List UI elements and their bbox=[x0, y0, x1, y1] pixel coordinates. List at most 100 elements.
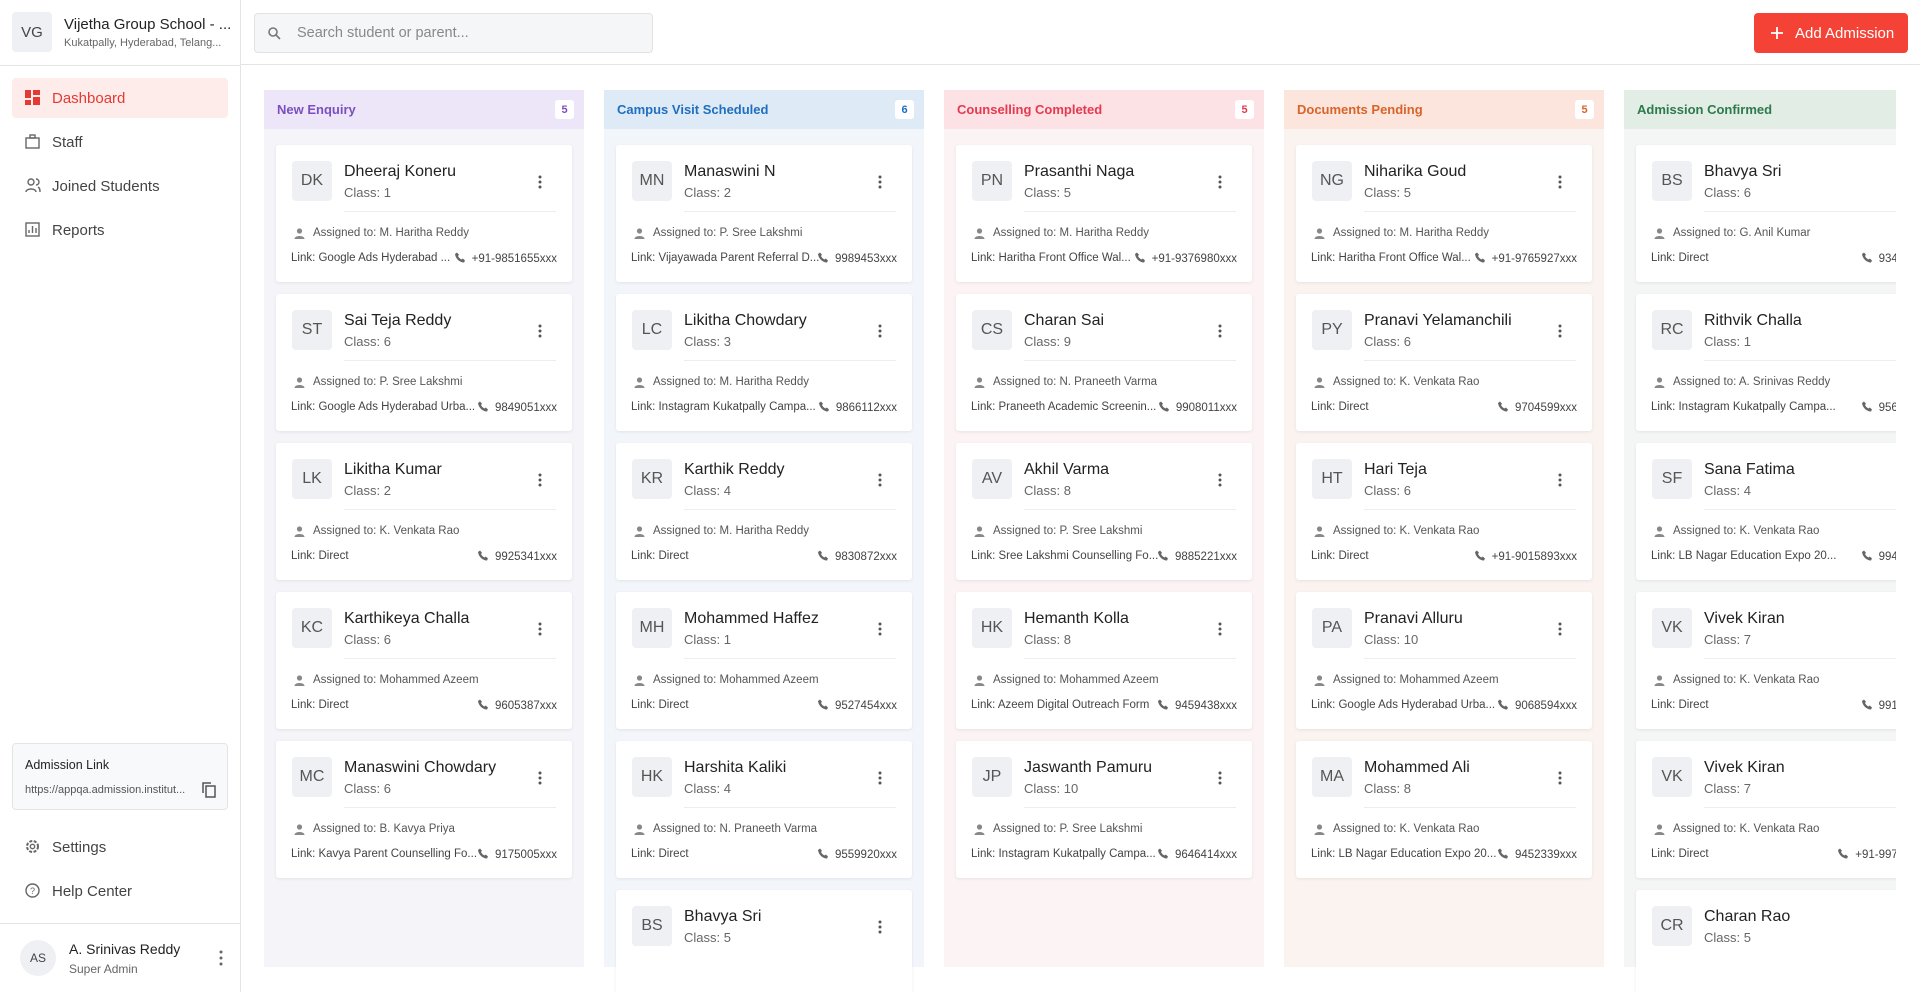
divider bbox=[344, 211, 556, 212]
student-class: Class: 10 bbox=[1024, 781, 1079, 796]
nav-icon bbox=[25, 178, 41, 193]
student-card[interactable]: HK Hemanth Kolla Class: 8 Assigned to: Moha… bbox=[956, 592, 1252, 729]
student-name: Likitha Chowdary bbox=[684, 312, 807, 329]
student-card[interactable]: HK Harshita Kaliki Class: 4 Assigned to: N.… bbox=[616, 741, 912, 878]
person-icon bbox=[634, 675, 645, 686]
phone: 9830872xxx bbox=[817, 550, 897, 563]
column-title: Counselling Completed bbox=[957, 102, 1103, 117]
student-card[interactable]: MA Mohammed Ali Class: 8 Assigned to: K. Ve… bbox=[1296, 741, 1592, 878]
nav-item[interactable]: Staff bbox=[12, 122, 228, 162]
student-name: Pranavi Alluru bbox=[1364, 610, 1463, 627]
phone-icon bbox=[817, 252, 828, 263]
column-title: New Enquiry bbox=[277, 102, 356, 117]
card-menu bbox=[1218, 175, 1222, 189]
student-card[interactable]: HT Hari Teja Class: 6 Assigned to: K. Venka… bbox=[1296, 443, 1592, 580]
assigned-to: Assigned to: P. Sree Lakshmi bbox=[993, 823, 1143, 835]
assigned-to: Assigned to: B. Kavya Priya bbox=[313, 823, 455, 835]
nav-item[interactable]: ? Help Center bbox=[12, 871, 228, 911]
student-card[interactable]: KC Karthikeya Challa Class: 6 Assigned to: … bbox=[276, 592, 572, 729]
nav-item[interactable]: Settings bbox=[12, 827, 228, 867]
user-avatar: AS bbox=[20, 940, 56, 976]
nav-item[interactable]: Reports bbox=[12, 210, 228, 250]
add-admission-button[interactable]: Add Admission bbox=[1754, 13, 1908, 53]
admission-link-url[interactable]: https://appqa.admission.institut... bbox=[25, 784, 186, 796]
student-card[interactable]: KR Karthik Reddy Class: 4 Assigned to: M. H… bbox=[616, 443, 912, 580]
student-card[interactable]: VK Vivek Kiran Class: 7 Assigned to: K. Ven… bbox=[1636, 592, 1896, 729]
student-name: Likitha Kumar bbox=[344, 461, 442, 478]
student-card[interactable]: LK Likitha Kumar Class: 2 Assigned to: K. V… bbox=[276, 443, 572, 580]
column-header: Admission Confirmed bbox=[1624, 90, 1896, 129]
student-name: Rithvik Challa bbox=[1704, 312, 1802, 329]
student-card[interactable]: JP Jaswanth Pamuru Class: 10 Assigned to: P… bbox=[956, 741, 1252, 878]
phone-number: 9527454xxx bbox=[834, 700, 897, 712]
student-card[interactable]: LC Likitha Chowdary Class: 3 Assigned to: M… bbox=[616, 294, 912, 431]
card-menu bbox=[538, 473, 542, 487]
search-box[interactable]: Search student or parent... bbox=[254, 13, 653, 53]
student-card[interactable]: SF Sana Fatima Class: 4 Assigned to: K. Ven… bbox=[1636, 443, 1896, 580]
student-card[interactable]: MN Manaswini N Class: 2 Assigned to: P. Sre… bbox=[616, 145, 912, 282]
assigned-to: Assigned to: Mohammed Azeem bbox=[993, 674, 1159, 686]
add-admission-label: Add Admission bbox=[1795, 24, 1895, 42]
divider bbox=[1024, 211, 1236, 212]
nav-item[interactable]: Dashboard bbox=[12, 78, 228, 118]
student-card[interactable]: AV Akhil Varma Class: 8 Assigned to: P. Sre… bbox=[956, 443, 1252, 580]
student-name: Sai Teja Reddy bbox=[344, 312, 452, 329]
assigned-to: Assigned to: G. Anil Kumar bbox=[1673, 227, 1811, 239]
student-card[interactable]: NG Niharika Goud Class: 5 Assigned to: M. H… bbox=[1296, 145, 1592, 282]
student-card[interactable]: RC Rithvik Challa Class: 1 Assigned to: A. … bbox=[1636, 294, 1896, 431]
divider bbox=[0, 65, 240, 66]
lead-link: Link: Azeem Digital Outreach Form bbox=[971, 699, 1150, 711]
student-card[interactable]: CS Charan Sai Class: 9 Assigned to: N. Pran… bbox=[956, 294, 1252, 431]
person-icon bbox=[974, 675, 985, 686]
student-name: Manaswini N bbox=[684, 163, 776, 180]
avatar: NG bbox=[1312, 161, 1352, 201]
copy-icon[interactable] bbox=[202, 782, 216, 798]
divider bbox=[1704, 211, 1896, 212]
student-card[interactable]: BS Bhavya Sri Class: 6 Assigned to: G. Anil… bbox=[1636, 145, 1896, 282]
student-card[interactable]: MH Mohammed Haffez Class: 1 Assigned to: Mo… bbox=[616, 592, 912, 729]
phone-number: 994824 bbox=[1878, 551, 1896, 563]
student-card[interactable]: PY Pranavi Yelamanchili Class: 6 Assigned t… bbox=[1296, 294, 1592, 431]
avatar: KR bbox=[632, 459, 672, 499]
avatar: MA bbox=[1312, 757, 1352, 797]
person-icon bbox=[294, 675, 305, 686]
person-icon bbox=[294, 228, 305, 239]
student-name: Sana Fatima bbox=[1704, 461, 1795, 478]
student-name: Prasanthi Naga bbox=[1024, 163, 1135, 180]
nav-label: Staff bbox=[52, 133, 83, 151]
assigned-to: Assigned to: N. Praneeth Varma bbox=[653, 823, 818, 835]
student-card[interactable]: DK Dheeraj Koneru Class: 1 Assigned to: M. … bbox=[276, 145, 572, 282]
student-card[interactable]: PA Pranavi Alluru Class: 10 Assigned to: Mo… bbox=[1296, 592, 1592, 729]
phone-icon bbox=[1838, 848, 1849, 859]
lead-link: Link: Direct bbox=[291, 699, 349, 711]
avatar: DK bbox=[292, 161, 332, 201]
phone: 956130 bbox=[1861, 401, 1896, 414]
avatar: PY bbox=[1312, 310, 1352, 350]
divider bbox=[1704, 807, 1896, 808]
student-card[interactable]: CR Charan Rao Class: 5 bbox=[1636, 890, 1896, 992]
student-name: Niharika Goud bbox=[1364, 163, 1467, 180]
phone: 9849051xxx bbox=[477, 401, 557, 414]
phone-number: 9559920xxx bbox=[834, 849, 897, 861]
divider bbox=[1364, 211, 1576, 212]
nav-item[interactable]: Joined Students bbox=[12, 166, 228, 206]
phone: +91-997172 bbox=[1838, 848, 1896, 861]
assigned-to: Assigned to: K. Venkata Rao bbox=[1333, 823, 1480, 835]
lead-link: Link: Direct bbox=[631, 699, 689, 711]
student-card[interactable]: VK Vivek Kiran Class: 7 Assigned to: K. Ven… bbox=[1636, 741, 1896, 878]
student-card[interactable]: PN Prasanthi Naga Class: 5 Assigned to: M. … bbox=[956, 145, 1252, 282]
student-card[interactable]: BS Bhavya Sri Class: 5 bbox=[616, 890, 912, 992]
phone-number: 9459438xxx bbox=[1174, 700, 1237, 712]
card-menu bbox=[1558, 175, 1562, 189]
student-card[interactable]: MC Manaswini Chowdary Class: 6 Assigned to:… bbox=[276, 741, 572, 878]
user-menu[interactable] bbox=[218, 950, 224, 966]
student-card[interactable]: ST Sai Teja Reddy Class: 6 Assigned to: P. … bbox=[276, 294, 572, 431]
phone-number: 9885221xxx bbox=[1174, 551, 1237, 563]
phone-icon bbox=[1158, 401, 1169, 412]
topbar: Search student or parent... Add Admissio… bbox=[241, 0, 1920, 65]
student-class: Class: 5 bbox=[1704, 930, 1751, 945]
avatar: CS bbox=[972, 310, 1012, 350]
svg-text:?: ? bbox=[30, 886, 35, 896]
divider bbox=[1364, 658, 1576, 659]
